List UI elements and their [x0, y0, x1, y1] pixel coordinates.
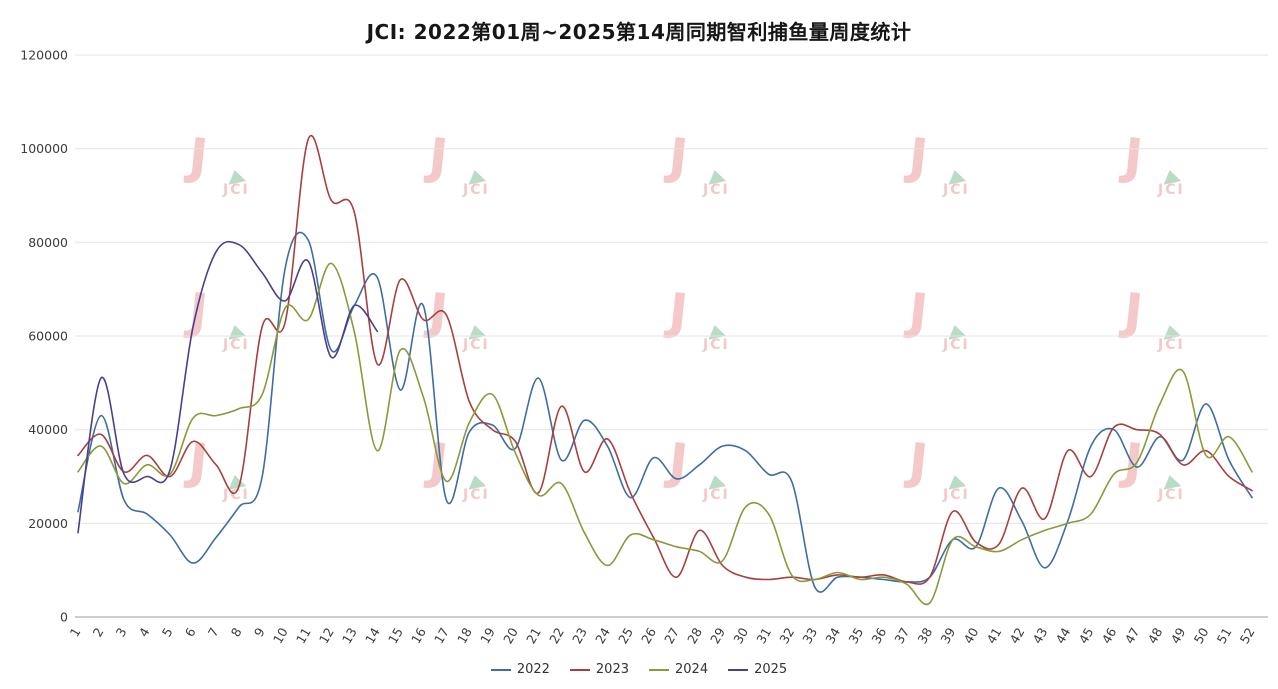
x-tick-label: 42 [1006, 625, 1027, 646]
y-tick-label: 0 [60, 610, 68, 625]
x-tick-label: 51 [1214, 625, 1235, 646]
y-tick-label: 20000 [28, 516, 68, 531]
legend-item-2022: 2022 [490, 662, 550, 677]
x-tick-label: 37 [891, 625, 912, 646]
series-line-2022 [77, 231, 1253, 593]
series-line-2024 [77, 262, 1253, 606]
x-tick-label: 24 [592, 625, 613, 646]
x-tick-label: 18 [454, 625, 475, 646]
x-tick-label: 11 [293, 625, 314, 646]
legend-item-2024: 2024 [649, 662, 708, 677]
x-tick-label: 28 [684, 625, 705, 646]
legend-label: 2022 [516, 662, 550, 677]
x-tick-label: 21 [523, 625, 544, 646]
y-tick-label: 60000 [28, 329, 68, 344]
x-tick-label: 48 [1145, 625, 1166, 646]
x-tick-label: 13 [339, 625, 360, 646]
y-tick-label: 80000 [28, 235, 68, 250]
legend-label: 2025 [754, 662, 788, 677]
x-tick-label: 44 [1052, 625, 1073, 646]
x-tick-label: 40 [960, 625, 981, 646]
x-tick-label: 12 [316, 625, 337, 646]
x-tick-label: 6 [182, 625, 199, 639]
x-tick-label: 50 [1191, 625, 1212, 646]
x-tick-label: 25 [615, 625, 636, 646]
legend-item-2023: 2023 [569, 662, 629, 677]
x-tick-label: 33 [799, 625, 820, 646]
legend-marker [728, 668, 749, 671]
series-line-2025 [77, 240, 379, 534]
x-tick-label: 29 [707, 625, 728, 646]
y-tick-label: 120000 [20, 48, 68, 63]
x-tick-label: 49 [1168, 625, 1189, 646]
x-tick-label: 41 [983, 625, 1004, 646]
x-tick-label: 26 [638, 625, 659, 646]
x-tick-label: 3 [113, 625, 130, 639]
x-tick-label: 45 [1076, 625, 1097, 646]
x-tick-label: 22 [546, 625, 567, 646]
x-tick-label: 4 [136, 625, 153, 639]
x-tick-label: 47 [1122, 625, 1143, 646]
legend-marker [649, 668, 669, 671]
x-tick-label: 30 [730, 625, 751, 646]
x-tick-label: 14 [362, 625, 383, 646]
legend-label: 2023 [595, 662, 629, 677]
x-tick-label: 5 [159, 625, 176, 639]
x-tick-label: 38 [914, 625, 935, 646]
x-tick-label: 15 [385, 625, 406, 646]
x-tick-label: 23 [569, 625, 590, 646]
x-tick-label: 46 [1099, 625, 1120, 646]
x-tick-label: 2 [90, 625, 107, 639]
x-tick-label: 9 [251, 625, 268, 639]
series-line-2023 [77, 135, 1253, 585]
x-tick-label: 20 [500, 625, 521, 646]
legend-marker [490, 668, 511, 671]
x-tick-label: 31 [753, 625, 774, 646]
x-tick-label: 32 [776, 625, 797, 646]
y-tick-label: 100000 [20, 141, 68, 156]
x-tick-label: 8 [228, 625, 245, 639]
x-tick-label: 34 [822, 625, 843, 646]
x-tick-label: 43 [1029, 625, 1050, 646]
x-tick-label: 1 [67, 625, 84, 639]
legend-label: 2024 [675, 662, 709, 677]
x-tick-label: 27 [661, 625, 682, 646]
chart-title: JCI: 2022第01周~2025第14周同期智利捕鱼量周度统计 [366, 20, 912, 44]
x-tick-label: 16 [408, 625, 429, 646]
x-tick-label: 36 [868, 625, 889, 646]
legend-marker [569, 668, 590, 671]
x-tick-label: 52 [1237, 625, 1258, 646]
x-tick-label: 7 [205, 625, 222, 639]
x-tick-label: 10 [270, 625, 291, 646]
x-tick-label: 19 [477, 625, 498, 646]
x-tick-label: 35 [845, 625, 866, 646]
x-tick-label: 17 [431, 625, 452, 646]
legend: 2022 2023 2024 2025 [0, 662, 1278, 677]
x-tick-label: 39 [937, 625, 958, 646]
y-tick-label: 40000 [28, 422, 68, 437]
legend-item-2025: 2025 [728, 662, 787, 677]
